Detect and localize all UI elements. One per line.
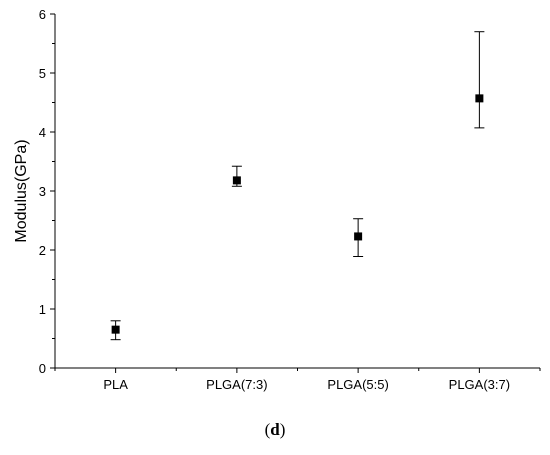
figure-caption: (d)	[0, 420, 550, 440]
x-tick-label: PLGA(7:3)	[206, 377, 267, 392]
data-point	[111, 325, 120, 334]
y-axis-label: Modulus(GPa)	[13, 139, 30, 242]
data-point	[354, 232, 363, 241]
data-point	[475, 94, 484, 103]
data-point	[232, 176, 241, 185]
x-tick-label: PLA	[103, 377, 128, 392]
y-tick-label: 6	[39, 7, 46, 22]
x-tick-label: PLGA(5:5)	[327, 377, 388, 392]
caption-open: (	[264, 420, 271, 439]
y-axis-ticks: 0 1 2 3 4 5 6	[39, 7, 55, 376]
modulus-chart: 0 1 2 3 4 5 6 PLA PLGA(7:3) PLGA(5:5) PLGA(3:7) M…	[13, 7, 541, 392]
x-tick-label: PLGA(3:7)	[449, 377, 510, 392]
y-tick-label: 1	[39, 302, 46, 317]
axes	[54, 14, 540, 369]
caption-label: d	[270, 420, 280, 439]
y-tick-label: 0	[39, 361, 46, 376]
x-axis-ticks: PLA PLGA(7:3) PLGA(5:5) PLGA(3:7)	[54, 368, 541, 392]
y-tick-label: 2	[39, 243, 46, 258]
y-tick-label: 5	[39, 66, 46, 81]
data-points	[110, 31, 485, 341]
y-tick-label: 4	[39, 125, 46, 140]
caption-close: )	[279, 420, 286, 439]
y-tick-label: 3	[39, 184, 46, 199]
